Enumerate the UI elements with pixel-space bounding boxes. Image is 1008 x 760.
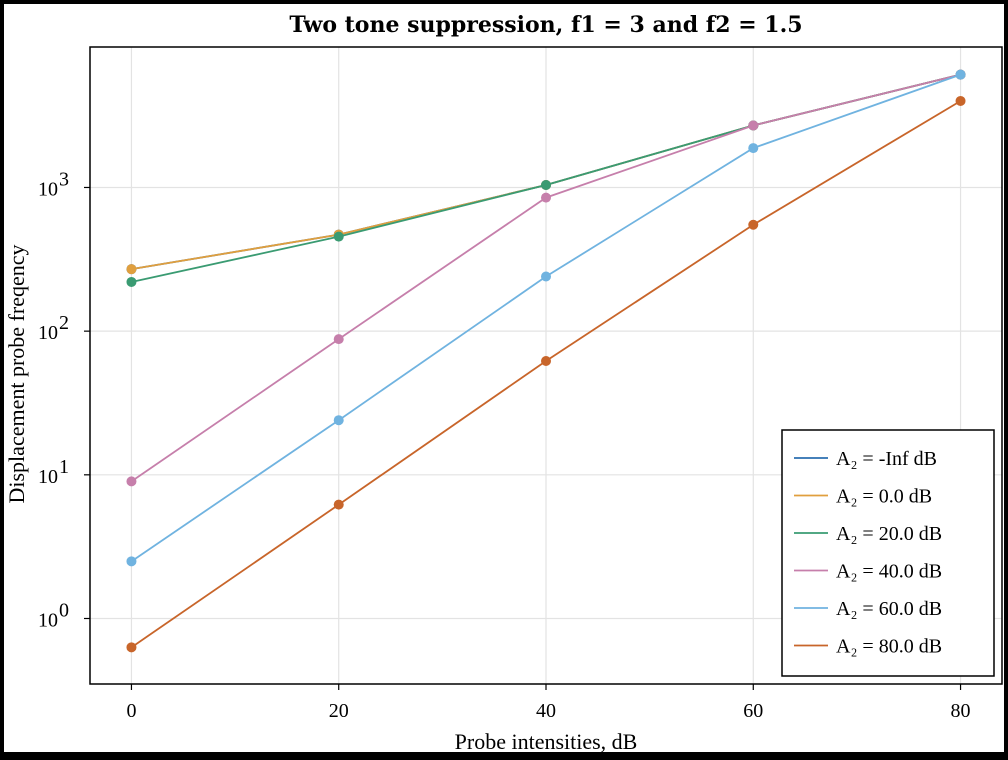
legend-item: A₂ = 40.0 dB [794,561,942,583]
data-point [126,276,137,287]
legend-label: A₂ = 0.0 dB [836,486,932,508]
chart-panel: Two tone suppression, f1 = 3 and f2 = 1.… [4,4,1004,752]
data-point [541,271,551,282]
legend-label: A₂ = 40.0 dB [836,561,942,583]
legend-item: A₂ = 0.0 dB [794,486,932,508]
legend-item: A₂ = -Inf dB [794,448,937,470]
x-tick-label: 40 [536,700,556,722]
x-tick-label: 80 [951,700,971,722]
legend-item: A₂ = 60.0 dB [794,598,942,620]
line-chart: Two tone suppression, f1 = 3 and f2 = 1.… [4,12,1003,752]
y-tick-label: 10 [38,609,58,631]
data-point [748,120,759,131]
x-tick-label: 20 [329,700,349,722]
chart-title: Two tone suppression, f1 = 3 and f2 = 1.… [289,12,802,38]
data-point [126,476,137,487]
y-axis-label: Displacement probe freqency [4,245,29,504]
y-tick-label: 10 [38,466,58,488]
legend-label: A₂ = 20.0 dB [836,523,942,545]
y-tick-label: 10 [38,322,58,344]
series-layer [126,69,966,653]
x-tick-label: 60 [743,700,763,722]
data-point [333,334,344,345]
data-point [126,556,137,567]
data-point [541,192,551,203]
data-point [126,264,137,275]
data-point [333,415,344,426]
x-axis-label: Probe intensities, dB [455,729,638,752]
y-tick-exponent: 2 [59,312,69,334]
series-5 [126,95,966,653]
legend-item: A₂ = 20.0 dB [794,523,942,545]
data-point [333,231,344,242]
y-tick-exponent: 3 [59,168,69,190]
series-4 [126,69,966,567]
legend: A₂ = -Inf dB A₂ = 0.0 dB A₂ = 20.0 dB A₂ = … [781,429,995,677]
data-point [126,642,137,653]
legend-label: A₂ = 60.0 dB [836,598,942,620]
data-point [541,180,551,191]
data-point [955,95,966,106]
data-point [333,499,344,510]
x-tick-label: 0 [126,700,136,722]
data-point [748,143,759,154]
legend-item: A₂ = 80.0 dB [794,636,942,658]
data-point [955,69,966,80]
x-axis-ticks: 0 20 40 60 80 [126,684,971,722]
legend-box [781,429,995,677]
y-tick-exponent: 1 [59,456,69,478]
y-tick-label: 10 [38,178,58,200]
legend-label: A₂ = -Inf dB [836,448,937,470]
data-point [541,355,551,366]
legend-label: A₂ = 80.0 dB [836,636,942,658]
y-tick-exponent: 0 [59,599,69,621]
data-point [748,219,759,230]
